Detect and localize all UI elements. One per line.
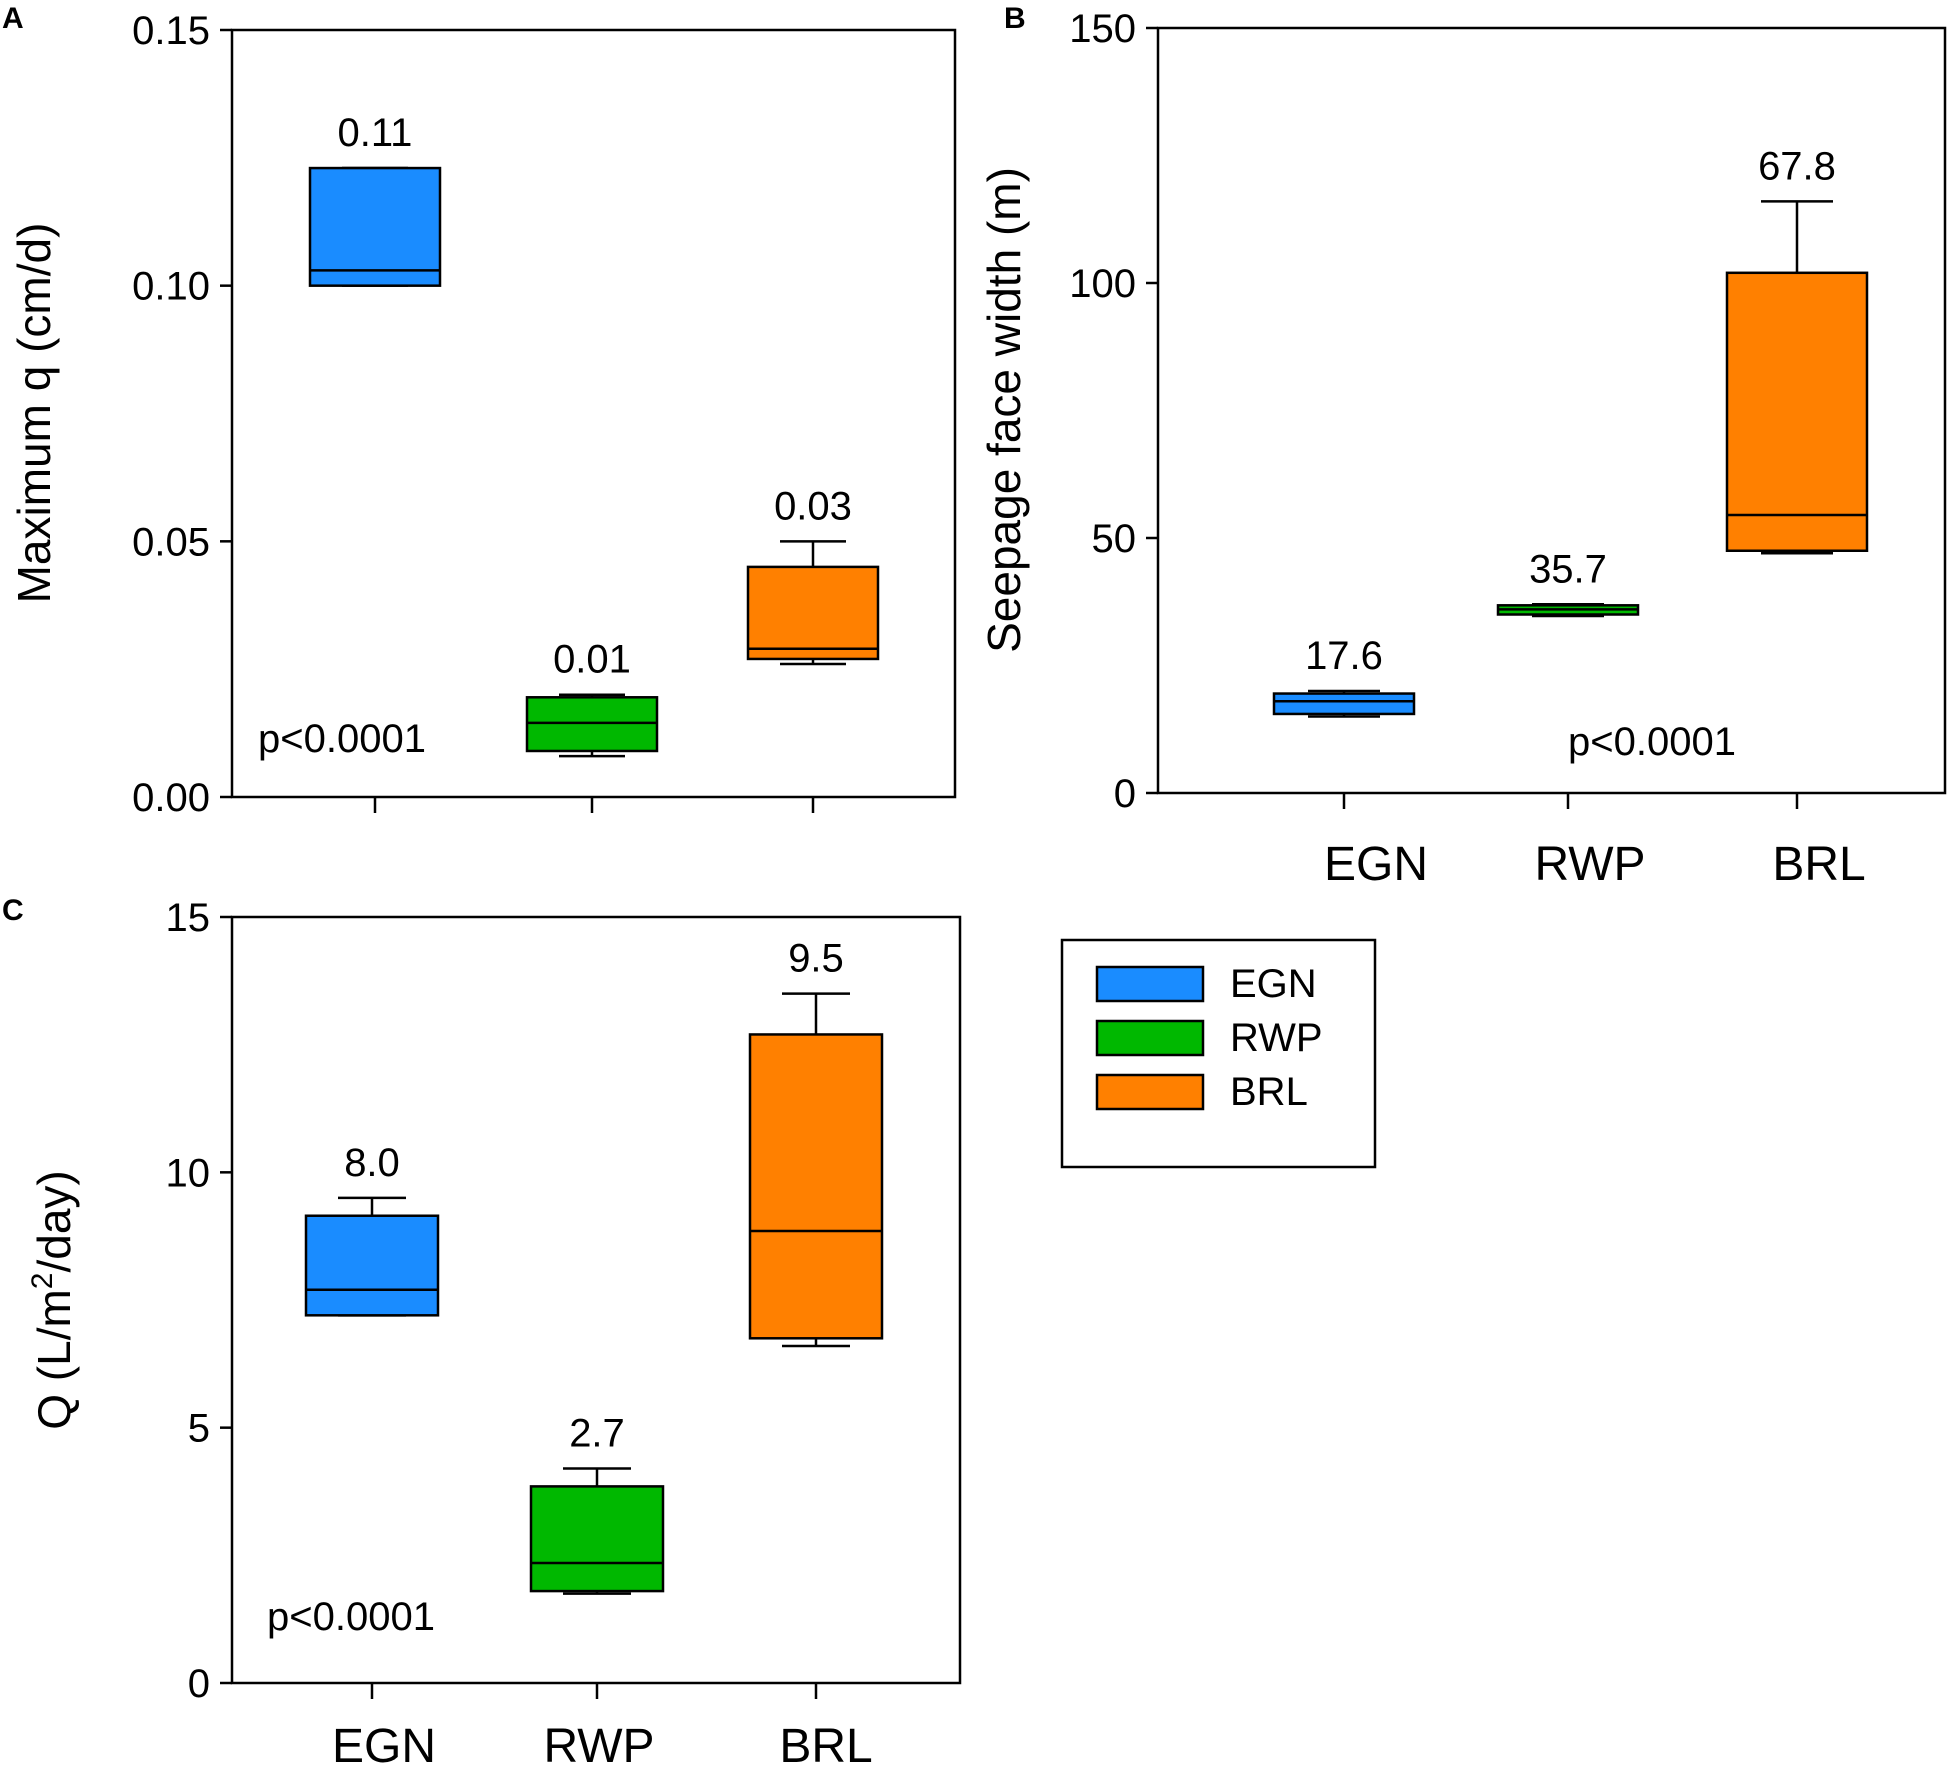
panel-a-box-group-rwp: 0.01 bbox=[525, 638, 659, 758]
panel-a-value-label-brl: 0.03 bbox=[774, 484, 852, 528]
panel-c-value-label-rwp: 2.7 bbox=[569, 1412, 625, 1456]
panel-b-plot-frame bbox=[1156, 26, 1947, 795]
panel-c-value-label-egn: 8.0 bbox=[344, 1141, 400, 1185]
panel-a-plot-frame bbox=[230, 28, 957, 799]
panel-c-box-group-egn: 8.0 bbox=[304, 1141, 440, 1317]
panel-b-p-value: p<0.0001 bbox=[1568, 720, 1736, 764]
panel-a-y-axis-label: Maximum q (cm/d) bbox=[8, 223, 60, 604]
panel-c-y-axis-label: Q (L/m2/day) bbox=[26, 1170, 80, 1430]
panel-c-x-ticks bbox=[370, 1683, 818, 1699]
panel-a-value-label-rwp: 0.01 bbox=[553, 638, 631, 682]
panel-a-box-group-egn: 0.11 bbox=[308, 111, 442, 287]
panel-b-y-axis-label: Seepage face width (m) bbox=[978, 167, 1030, 653]
panel-b-y-tick-label-2: 100 bbox=[1069, 262, 1136, 306]
legend-label-rwp: RWP bbox=[1230, 1016, 1323, 1060]
panel-b-value-label-brl: 67.8 bbox=[1758, 144, 1836, 188]
panel-c-x-label-brl: BRL bbox=[779, 1720, 872, 1766]
panel-a-box-brl bbox=[746, 565, 880, 661]
panel-b-y-ticks: 0 50 100 150 bbox=[1069, 7, 1158, 816]
panel-c-x-label-rwp: RWP bbox=[543, 1720, 654, 1766]
panel-b-y-tick-label-1: 50 bbox=[1092, 517, 1137, 561]
panel-b-x-labels: EGN RWP BRL bbox=[1324, 838, 1866, 891]
legend-swatch-egn bbox=[1095, 965, 1205, 1003]
panel-c-y-tick-label-1: 5 bbox=[188, 1407, 210, 1451]
panel-c-box-egn bbox=[304, 1214, 440, 1317]
panel-c-box-group-rwp: 2.7 bbox=[529, 1412, 665, 1595]
panel-b-x-label-egn: EGN bbox=[1324, 838, 1428, 891]
panel-b-x-ticks bbox=[1342, 793, 1799, 809]
panel-b-y-tick-label-3: 150 bbox=[1069, 7, 1136, 51]
panel-b-label: B bbox=[1004, 2, 1026, 35]
panel-c-x-label-egn: EGN bbox=[332, 1720, 436, 1766]
panel-c-value-label-brl: 9.5 bbox=[788, 937, 844, 981]
panel-c: C Q (L/m2/day) 0 5 10 15 EGN RWP BRL 8.0 2.7 9.… bbox=[2, 894, 962, 1766]
panel-b-box-group-brl: 67.8 bbox=[1725, 144, 1869, 555]
panel-a-y-ticks: 0.00 0.05 0.10 0.15 bbox=[132, 9, 232, 820]
panel-c-box-group-brl: 9.5 bbox=[748, 937, 884, 1348]
panel-b-box-egn bbox=[1272, 692, 1416, 716]
panel-a-box-rwp bbox=[525, 696, 659, 753]
panel-b-boxes: 17.6 35.7 67.8 bbox=[1272, 144, 1869, 718]
panel-c-p-value: p<0.0001 bbox=[267, 1595, 435, 1639]
panel-a: A Maximum q (cm/d) 0.00 0.05 0.10 0.15 0.11… bbox=[2, 2, 957, 820]
panel-a-boxes: 0.11 0.01 0.03 bbox=[308, 111, 880, 758]
legend-items: EGN RWP BRL bbox=[1095, 962, 1323, 1114]
legend-label-brl: BRL bbox=[1230, 1070, 1308, 1114]
legend: EGN RWP BRL bbox=[1060, 938, 1377, 1169]
legend-label-egn: EGN bbox=[1230, 962, 1317, 1006]
panel-b-value-label-egn: 17.6 bbox=[1305, 634, 1383, 678]
panel-c-y-axis-label-tail: /day) bbox=[28, 1170, 80, 1272]
panel-c-y-axis-label-main: Q (L/m bbox=[28, 1289, 80, 1430]
panel-b-box-group-rwp: 35.7 bbox=[1496, 547, 1640, 618]
panel-a-y-tick-label-2: 0.10 bbox=[132, 265, 210, 309]
panel-b: B Seepage face width (m) 0 50 100 150 EGN RW… bbox=[978, 2, 1947, 891]
panel-a-y-tick-label-0: 0.00 bbox=[132, 776, 210, 820]
panel-a-value-label-egn: 0.11 bbox=[338, 111, 413, 155]
panel-c-box-rwp bbox=[529, 1485, 665, 1593]
panel-a-x-ticks bbox=[373, 797, 815, 813]
panel-a-p-value: p<0.0001 bbox=[258, 717, 426, 761]
panel-b-box-group-egn: 17.6 bbox=[1272, 634, 1416, 718]
panel-b-x-label-rwp: RWP bbox=[1534, 838, 1645, 891]
panel-c-y-tick-label-3: 15 bbox=[166, 896, 211, 940]
panel-c-y-tick-label-2: 10 bbox=[166, 1151, 211, 1195]
panel-b-box-brl bbox=[1725, 271, 1869, 552]
panel-c-boxes: 8.0 2.7 9.5 bbox=[304, 937, 884, 1595]
panel-c-y-ticks: 0 5 10 15 bbox=[166, 896, 232, 1706]
panel-a-y-tick-label-1: 0.05 bbox=[132, 520, 210, 564]
legend-swatch-rwp bbox=[1095, 1019, 1205, 1057]
panel-c-y-tick-label-0: 0 bbox=[188, 1662, 210, 1706]
panel-b-y-tick-label-0: 0 bbox=[1114, 772, 1136, 816]
panel-a-box-egn bbox=[308, 166, 442, 287]
panel-b-value-label-rwp: 35.7 bbox=[1529, 547, 1607, 591]
panel-a-y-tick-label-3: 0.15 bbox=[132, 9, 210, 53]
panel-a-box-group-brl: 0.03 bbox=[746, 484, 880, 666]
panel-c-y-axis-label-superscript: 2 bbox=[26, 1273, 59, 1290]
legend-swatch-brl bbox=[1095, 1073, 1205, 1111]
panel-b-x-label-brl: BRL bbox=[1772, 838, 1865, 891]
panel-a-label: A bbox=[2, 2, 24, 35]
panel-c-label: C bbox=[2, 894, 24, 927]
panel-c-box-brl bbox=[748, 1033, 884, 1340]
panel-c-x-labels: EGN RWP BRL bbox=[332, 1720, 873, 1766]
